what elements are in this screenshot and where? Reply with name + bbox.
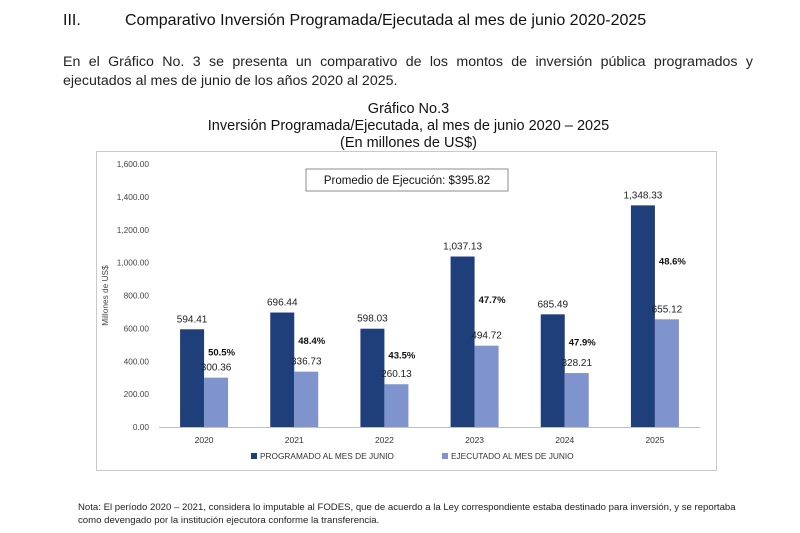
bar-programado [630, 205, 655, 427]
execution-percent-label: 43.5% [388, 350, 415, 361]
execution-percent-label: 47.9% [569, 338, 596, 349]
bar-programado [180, 329, 205, 427]
legend-swatch-ejecutado [442, 453, 448, 459]
x-tick-label: 2021 [285, 435, 304, 445]
intro-paragraph: En el Gráfico No. 3 se presenta un compa… [63, 54, 753, 89]
bar-programado [540, 314, 565, 427]
y-tick-label: 1,000.00 [117, 258, 150, 268]
x-tick-label: 2020 [195, 435, 214, 445]
data-label-programado: 598.03 [357, 314, 388, 325]
y-tick-label: 200.00 [124, 389, 150, 399]
y-tick-label: 1,400.00 [117, 192, 150, 202]
execution-percent-label: 47.7% [479, 295, 506, 306]
chart-units: (En millones de US$) [340, 135, 477, 151]
bar-ejecutado [564, 373, 589, 427]
y-axis-title: Millones de US$ [100, 265, 110, 326]
chart-title: Gráfico No.3 [367, 101, 450, 117]
bar-ejecutado [654, 319, 679, 427]
data-label-programado: 685.49 [537, 299, 568, 310]
chart-subtitle: Inversión Programada/Ejecutada, al mes d… [207, 118, 610, 134]
x-tick-label: 2025 [645, 435, 664, 445]
execution-percent-label: 50.5% [208, 347, 235, 358]
bar-programado [270, 312, 295, 427]
data-label-ejecutado: 336.73 [291, 357, 322, 368]
chart-frame: 0.00 200.00 400.00 600.00 800.00 1,000.00 1,20… [96, 151, 717, 471]
execution-percent-label: 48.4% [298, 336, 325, 347]
legend-swatch-programado [251, 453, 257, 459]
data-label-programado: 1,348.33 [623, 190, 662, 201]
data-label-ejecutado: 300.36 [201, 363, 232, 374]
legend-label-programado: PROGRAMADO AL MES DE JUNIO [260, 451, 394, 461]
chart-title-block: Gráfico No.3 Inversión Programada/Ejecut… [100, 101, 717, 152]
data-label-ejecutado: 655.12 [652, 304, 683, 315]
bar-ejecutado [204, 377, 229, 427]
data-label-ejecutado: 494.72 [471, 331, 502, 342]
bar-ejecutado [294, 371, 319, 427]
data-label-ejecutado: 260.13 [381, 369, 412, 380]
bar-chart: 0.00 200.00 400.00 600.00 800.00 1,000.00 1,20… [100, 159, 700, 461]
section-heading: III. Comparativo Inversión Programada/Eje… [63, 12, 763, 30]
bar-programado [360, 328, 385, 427]
data-label-programado: 594.41 [177, 314, 208, 325]
bar-ejecutado [384, 384, 409, 427]
section-title: Comparativo Inversión Programada/Ejecuta… [125, 12, 647, 29]
x-tick-label: 2024 [555, 435, 574, 445]
legend-label-ejecutado: EJECUTADO AL MES DE JUNIO [451, 451, 574, 461]
y-tick-label: 1,200.00 [117, 225, 150, 235]
average-annotation-box [305, 168, 509, 192]
y-tick-label: 800.00 [124, 291, 150, 301]
y-tick-label: 0.00 [133, 422, 150, 432]
x-tick-label: 2022 [375, 435, 394, 445]
y-tick-label: 1,600.00 [117, 159, 150, 169]
x-tick-label: 2023 [465, 435, 484, 445]
y-tick-label: 600.00 [124, 323, 150, 333]
execution-percent-label: 48.6% [659, 256, 686, 267]
footnote: Nota: El período 2020 – 2021, considera … [78, 502, 736, 526]
bar-programado [450, 256, 475, 427]
average-annotation-text: Promedio de Ejecución: $395.82 [324, 175, 490, 187]
data-label-programado: 696.44 [267, 298, 298, 309]
data-label-programado: 1,037.13 [443, 242, 482, 253]
y-tick-label: 400.00 [124, 356, 150, 366]
bar-ejecutado [474, 345, 499, 427]
data-label-ejecutado: 328.21 [561, 358, 592, 369]
section-number: III. [63, 12, 81, 29]
